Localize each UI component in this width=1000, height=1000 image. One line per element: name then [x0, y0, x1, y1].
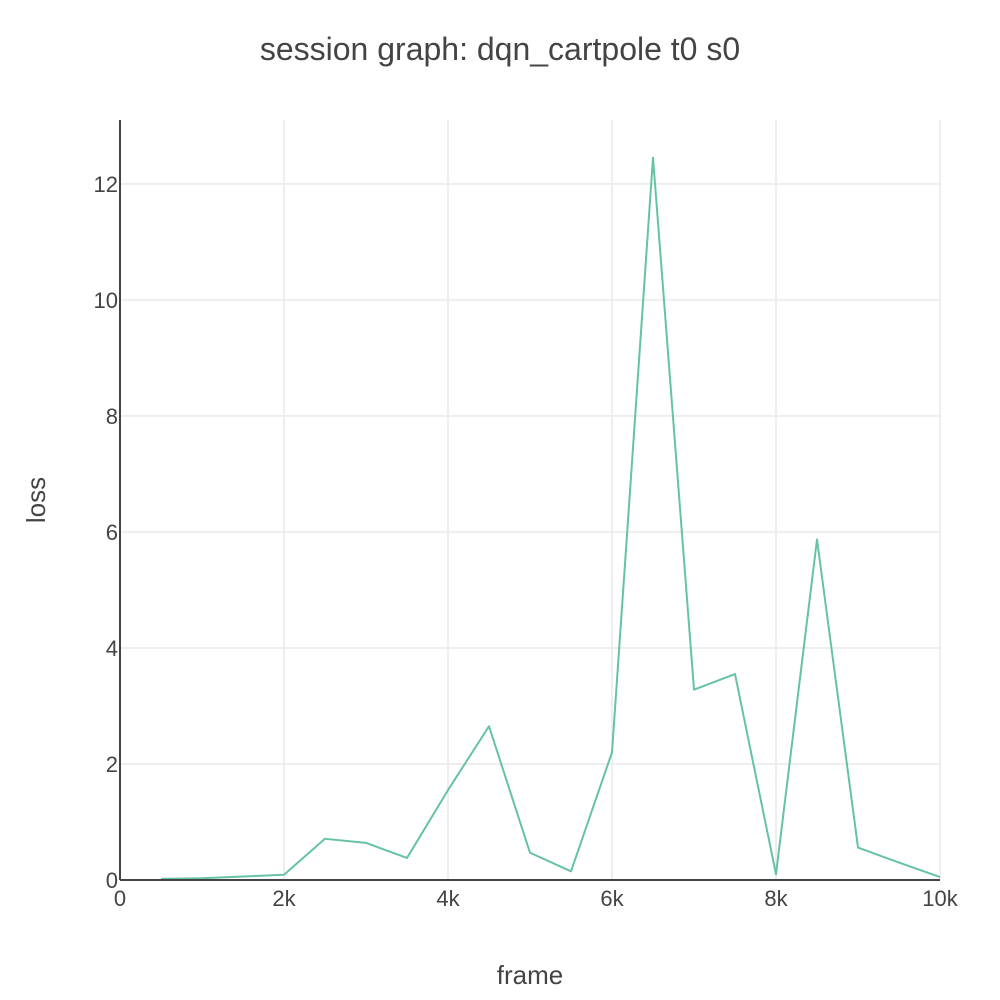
y-axis-title: loss	[21, 477, 51, 523]
y-grid	[120, 182, 940, 765]
x-tick-label: 10k	[922, 886, 958, 911]
y-tick-label: 10	[94, 288, 118, 313]
y-tick-label: 4	[106, 636, 118, 661]
y-tick-label: 2	[106, 752, 118, 777]
y-tick-labels: 0 2 4 6 8 10 12	[94, 172, 118, 893]
x-tick-label: 2k	[272, 886, 296, 911]
x-axis-title: frame	[497, 960, 563, 990]
y-tick-label: 12	[94, 172, 118, 197]
y-tick-label: 6	[106, 520, 118, 545]
x-tick-label: 4k	[436, 886, 460, 911]
x-tick-label: 6k	[600, 886, 624, 911]
chart-title: session graph: dqn_cartpole t0 s0	[260, 31, 740, 67]
y-tick-label: 8	[106, 404, 118, 429]
x-tick-labels: 0 2k 4k 6k 8k 10k	[114, 886, 959, 911]
y-tick-label: 0	[106, 868, 118, 893]
x-tick-label: 8k	[764, 886, 788, 911]
loss-series-line	[160, 156, 941, 880]
series-group	[160, 156, 941, 880]
x-tick-label: 0	[114, 886, 126, 911]
x-grid	[283, 120, 941, 880]
